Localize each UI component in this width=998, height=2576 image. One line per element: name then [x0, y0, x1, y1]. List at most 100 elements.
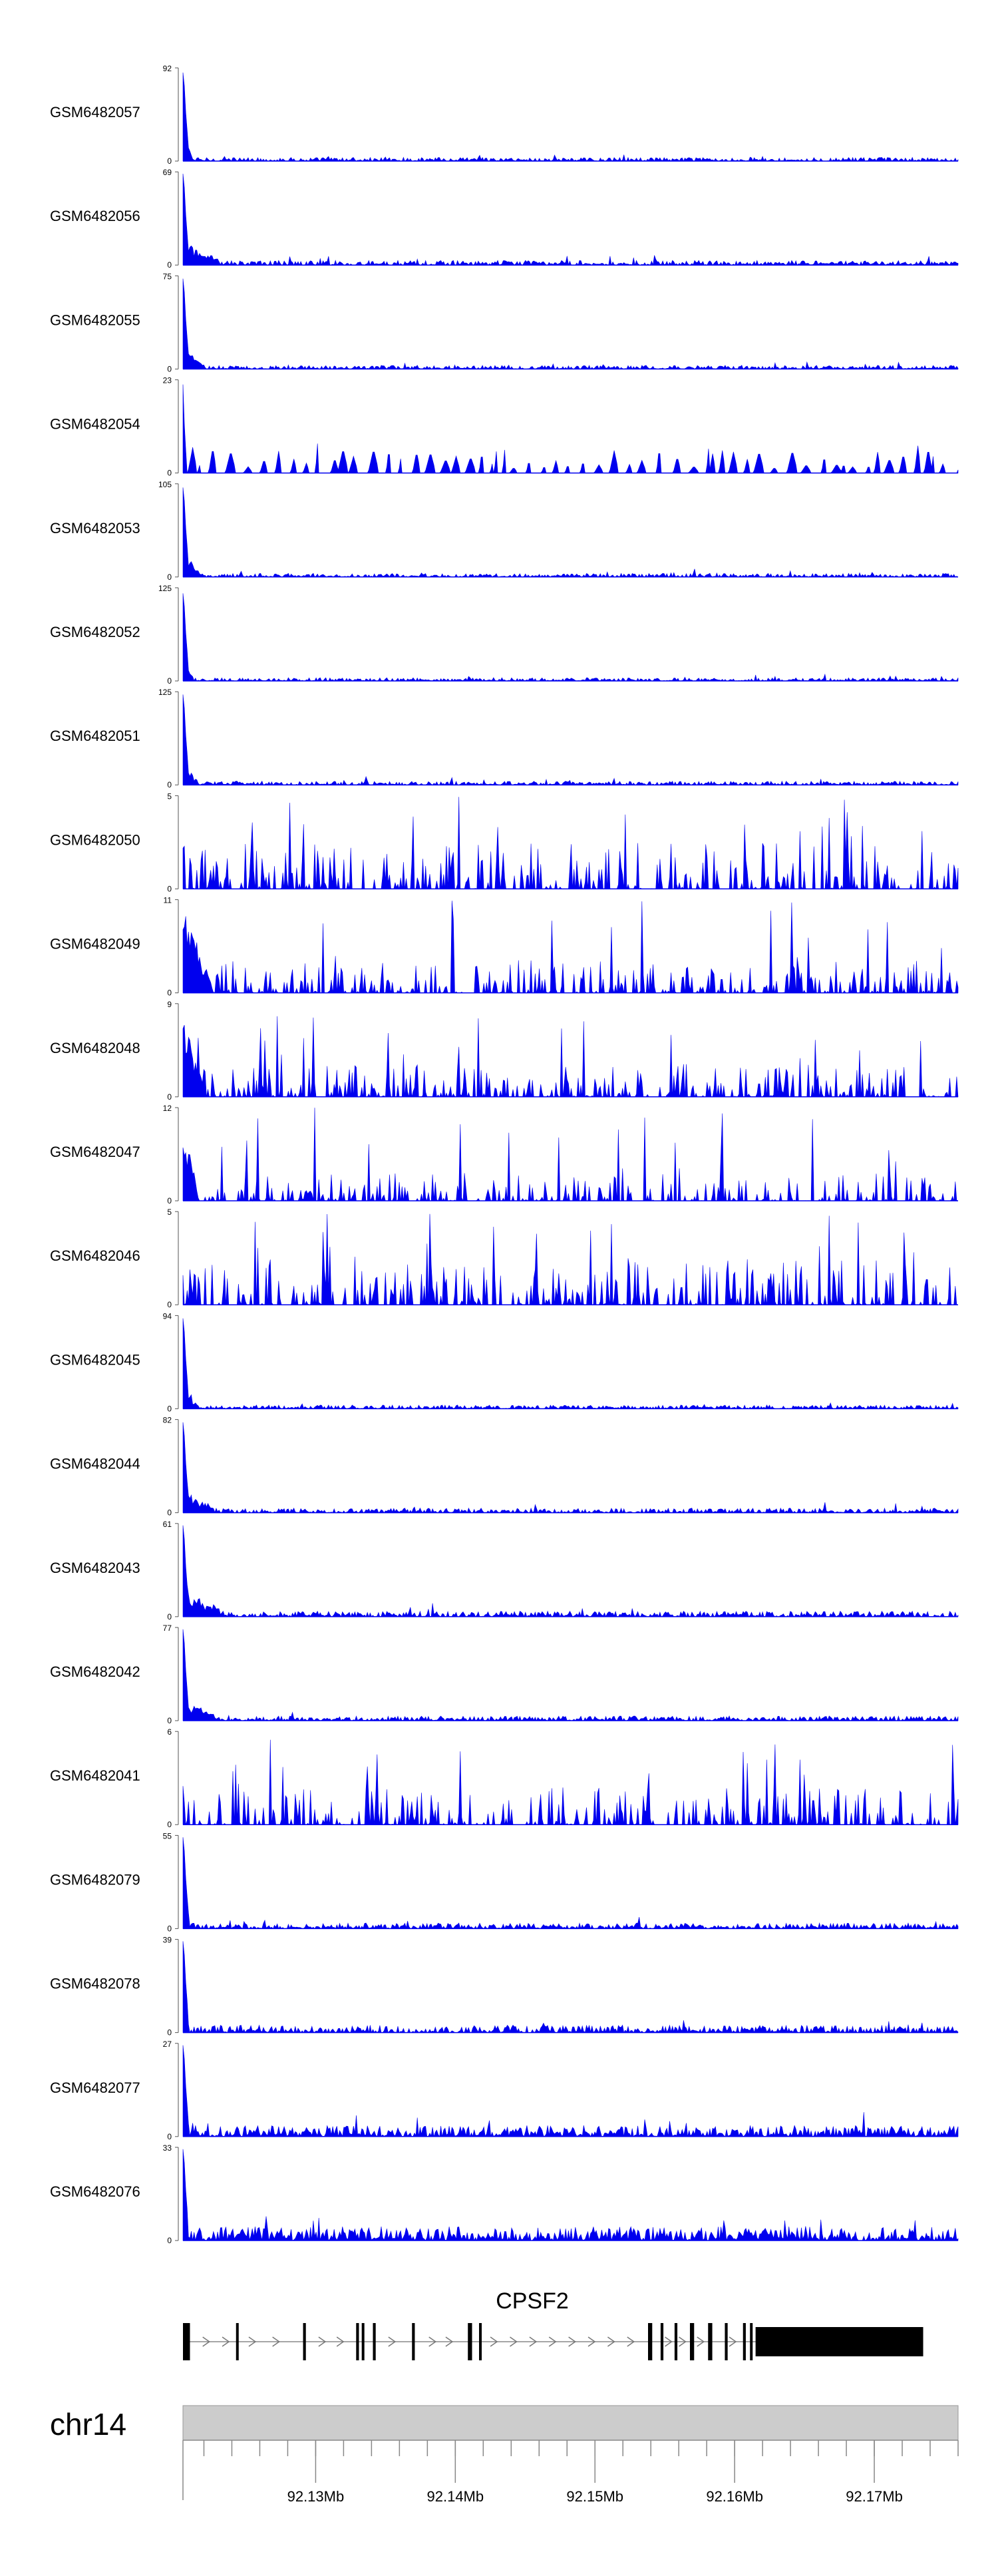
track-label: GSM6482051: [50, 728, 140, 744]
y-max-label: 6: [167, 1727, 172, 1737]
track-GSM6482045: GSM6482045 94 0: [50, 1311, 959, 1413]
y-max-label: 11: [164, 896, 172, 905]
y-min-label: 0: [167, 364, 172, 373]
track-GSM6482041: GSM6482041 6 0: [50, 1727, 959, 1829]
exon-block: [660, 2323, 664, 2360]
strand-arrow: [627, 2336, 635, 2347]
track-GSM6482044: GSM6482044 82 0: [50, 1416, 959, 1518]
y-max-label: 33: [163, 2143, 172, 2153]
strand-arrow: [428, 2336, 437, 2347]
track-label: GSM6482045: [50, 1351, 140, 1368]
strand-arrow: [587, 2336, 596, 2347]
y-max-label: 39: [163, 1936, 172, 1945]
exon-block: [412, 2323, 415, 2360]
strand-arrow: [490, 2336, 498, 2347]
y-min-label: 0: [167, 2132, 172, 2141]
coverage-area: [182, 173, 959, 266]
y-max-label: 5: [167, 791, 172, 801]
y-min-label: 0: [167, 2028, 172, 2038]
strand-arrow: [248, 2336, 257, 2347]
coverage-area: [182, 797, 959, 890]
exon-block: [183, 2323, 190, 2360]
y-min-label: 0: [167, 1820, 172, 1829]
track-GSM6482055: GSM6482055 75 0: [50, 272, 959, 373]
strand-arrow: [568, 2336, 576, 2347]
track-label: GSM6482057: [50, 104, 140, 120]
y-min-label: 0: [167, 1612, 172, 1621]
y-max-label: 23: [163, 376, 172, 385]
strand-arrow: [729, 2336, 737, 2347]
strand-arrow: [318, 2336, 327, 2347]
y-max-label: 69: [163, 168, 172, 177]
chromosome-bar: [182, 2405, 959, 2441]
strand-arrow: [222, 2336, 230, 2347]
y-min-label: 0: [167, 1092, 172, 1102]
y-max-label: 55: [163, 1831, 172, 1840]
track-GSM6482076: GSM6482076 33 0: [50, 2143, 959, 2245]
coverage-area: [182, 1213, 958, 1306]
coverage-area: [182, 384, 959, 474]
y-min-label: 0: [167, 2236, 172, 2245]
strand-arrow: [272, 2336, 280, 2347]
track-GSM6482079: GSM6482079 55 0: [50, 1831, 959, 1933]
y-max-label: 12: [163, 1104, 172, 1113]
y-min-label: 0: [167, 1924, 172, 1933]
track-label: GSM6482049: [50, 936, 140, 953]
track-GSM6482042: GSM6482042 77 0: [50, 1623, 959, 1725]
exon-block: [674, 2323, 678, 2360]
coverage-area: [182, 487, 959, 578]
coverage-area: [182, 1525, 959, 1617]
y-max-label: 82: [163, 1416, 172, 1425]
track-label: GSM6482043: [50, 1560, 140, 1576]
gene-model-track: CPSF2: [183, 2288, 923, 2360]
strand-arrow: [202, 2336, 210, 2347]
y-max-label: 9: [167, 1000, 172, 1009]
track-label: GSM6482048: [50, 1040, 140, 1056]
y-min-label: 0: [167, 988, 172, 998]
track-label: GSM6482042: [50, 1663, 140, 1680]
coverage-area: [182, 2045, 959, 2137]
track-label: GSM6482047: [50, 1144, 140, 1160]
coverage-area: [182, 1739, 959, 1826]
coverage-area: [182, 1837, 959, 1930]
y-min-label: 0: [167, 780, 172, 789]
exon-block: [479, 2323, 482, 2360]
track-label: GSM6482041: [50, 1767, 140, 1784]
chromosome-axis: chr14 92.13Mb 92.14Mb 92.15Mb 92.16Mb 92.17M…: [50, 2405, 959, 2505]
track-label: GSM6482044: [50, 1456, 140, 1472]
coverage-area: [182, 278, 959, 370]
y-min-label: 0: [167, 676, 172, 686]
coverage-area: [182, 2149, 959, 2242]
track-GSM6482077: GSM6482077 27 0: [50, 2039, 959, 2141]
exon-block: [708, 2323, 713, 2360]
exon-block: [303, 2323, 306, 2360]
coverage-area: [182, 901, 959, 994]
track-GSM6482050: GSM6482050 5 0: [50, 791, 959, 893]
axis-tick-label: 92.13Mb: [287, 2488, 345, 2505]
y-max-label: 125: [158, 688, 172, 697]
coverage-area: [182, 1941, 959, 2034]
coverage-area: [182, 1016, 959, 1098]
exon-block: [689, 2323, 695, 2360]
y-min-label: 0: [167, 1196, 172, 1205]
axis-tick-label: 92.15Mb: [566, 2488, 623, 2505]
y-max-label: 5: [167, 1207, 172, 1217]
track-GSM6482057: GSM6482057 92 0: [50, 64, 959, 166]
y-min-label: 0: [167, 1300, 172, 1309]
axis-tick-label: 92.14Mb: [427, 2488, 484, 2505]
exon-block: [750, 2323, 753, 2360]
chromosome-label: chr14: [50, 2407, 126, 2442]
axis-tick-label: 92.17Mb: [846, 2488, 903, 2505]
track-GSM6482047: GSM6482047 12 0: [50, 1104, 959, 1205]
strand-arrow: [445, 2336, 454, 2347]
coverage-area: [182, 1108, 959, 1202]
track-label: GSM6482056: [50, 208, 140, 224]
gene-name-label: CPSF2: [496, 2288, 569, 2314]
y-min-label: 0: [167, 572, 172, 582]
y-min-label: 0: [167, 469, 172, 478]
track-label: GSM6482078: [50, 1976, 140, 1992]
track-GSM6482046: GSM6482046 5 0: [50, 1207, 958, 1309]
y-max-label: 125: [158, 584, 172, 593]
track-label: GSM6482052: [50, 624, 140, 640]
